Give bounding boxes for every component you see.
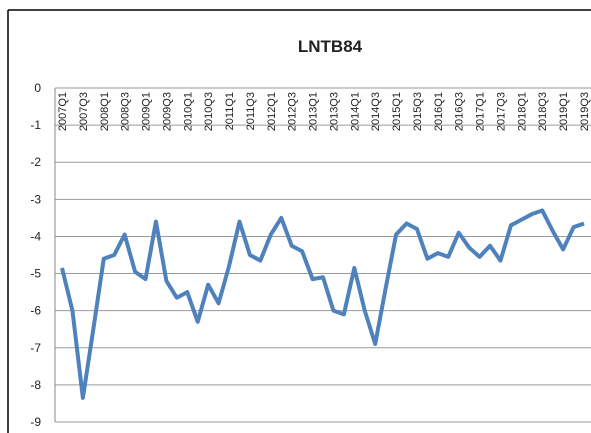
x-tick-label: 2007Q3: [78, 92, 90, 131]
chart-title: LNTB84: [298, 37, 363, 56]
x-tick-label: 2015Q1: [391, 92, 403, 131]
y-tick-label: -5: [30, 267, 41, 281]
x-tick-label: 2013Q1: [308, 92, 320, 131]
y-tick-label: -4: [30, 229, 41, 243]
x-tick-label: 2019Q1: [558, 92, 570, 131]
y-tick-label: -9: [30, 415, 41, 429]
x-tick-label: 2009Q1: [141, 92, 153, 131]
x-tick-label: 2016Q1: [433, 92, 445, 131]
x-tick-label: 2008Q1: [99, 92, 111, 131]
y-tick-label: -2: [30, 155, 41, 169]
x-tick-label: 2011Q3: [245, 92, 257, 130]
x-tick-label: 2017Q1: [475, 92, 487, 131]
y-tick-label: -8: [30, 378, 41, 392]
y-tick-label: -1: [30, 118, 41, 132]
x-tick-label: 2008Q3: [120, 92, 132, 131]
x-tick-label: 2011Q1: [224, 92, 236, 130]
y-tick-label: -6: [30, 304, 41, 318]
x-tick-label: 2014Q1: [349, 92, 361, 131]
x-tick-label: 2009Q3: [161, 92, 173, 131]
y-tick-label: 0: [34, 81, 41, 95]
x-tick-label: 2015Q3: [412, 92, 424, 131]
x-tick-label: 2014Q3: [370, 92, 382, 131]
x-tick-label: 2010Q1: [182, 92, 194, 131]
x-tick-label: 2007Q1: [57, 92, 69, 131]
y-tick-label: -3: [30, 192, 41, 206]
x-tick-label: 2016Q3: [454, 92, 466, 131]
plot-area: [60, 208, 585, 400]
data-line: [60, 208, 585, 400]
x-tick-label: 2013Q3: [328, 92, 340, 131]
x-tick-label: 2019Q3: [579, 92, 591, 131]
y-tick-label: -7: [30, 341, 41, 355]
x-tick-label: 2012Q3: [287, 92, 299, 131]
x-tick-label: 2012Q1: [266, 92, 278, 131]
x-tick-label: 2010Q3: [203, 92, 215, 131]
x-tick-label: 2017Q3: [495, 92, 507, 131]
x-tick-label: 2018Q1: [516, 92, 528, 131]
x-tick-label: 2018Q3: [537, 92, 549, 131]
